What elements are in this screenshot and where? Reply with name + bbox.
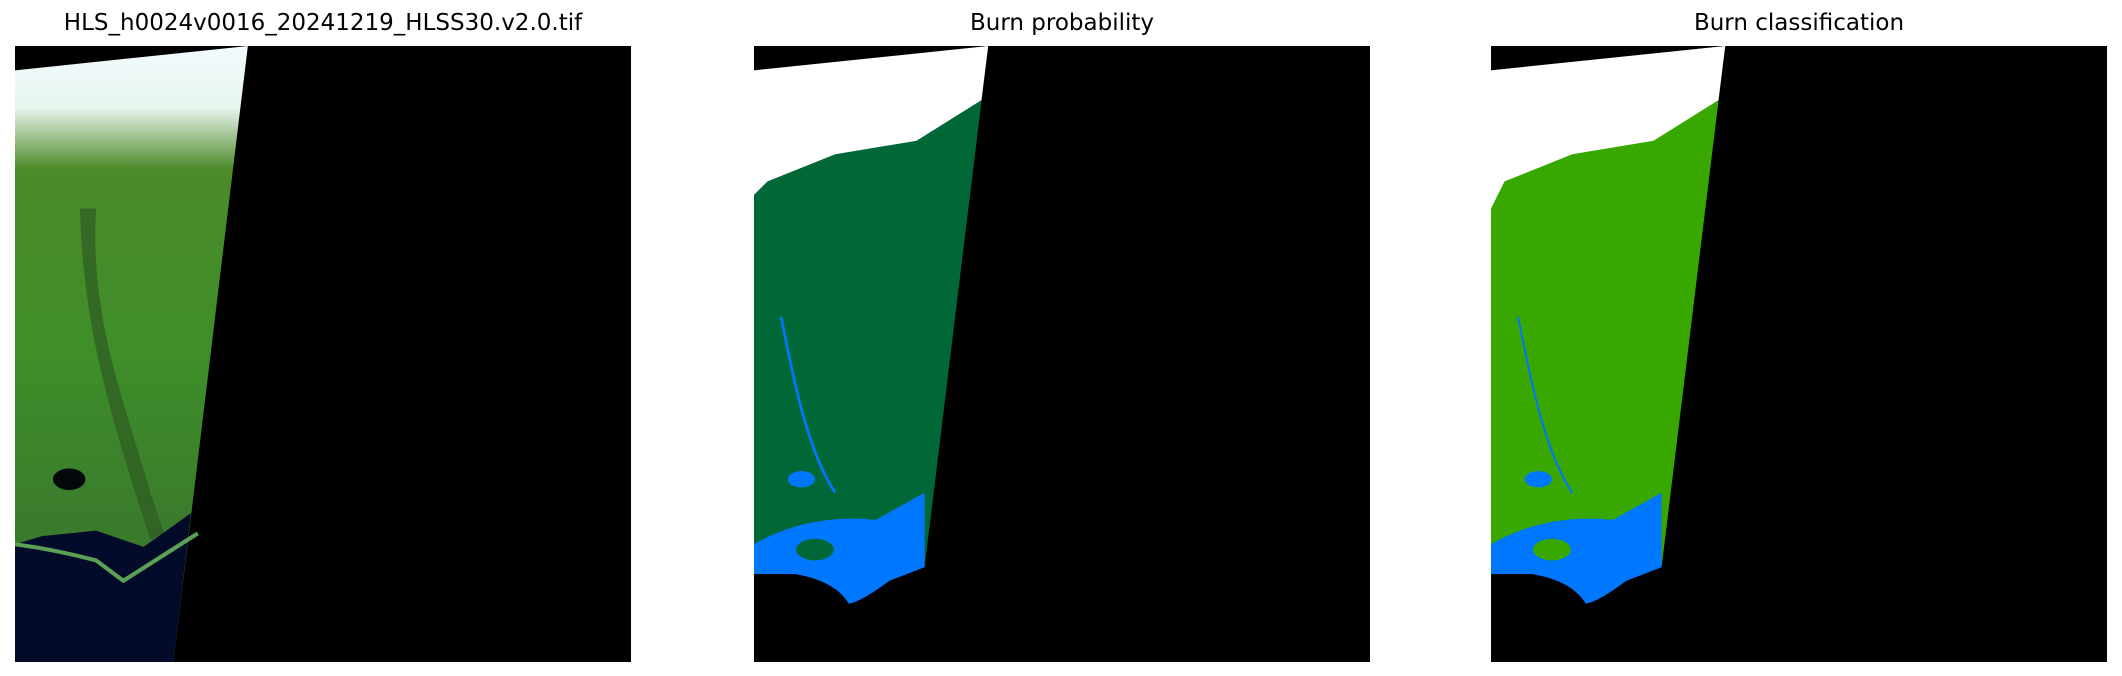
lake (52, 468, 86, 491)
lake (787, 471, 815, 488)
lake (1524, 471, 1552, 488)
cloud-class (1491, 46, 1726, 209)
rgb-image (15, 46, 631, 662)
island (795, 538, 834, 561)
land-class (754, 46, 989, 568)
land-class (1491, 46, 1726, 568)
island (1532, 538, 1571, 561)
burn-classification-image (1491, 46, 2107, 662)
river (1517, 316, 1574, 494)
burn-probability-image (754, 46, 1370, 662)
water-class (754, 492, 925, 604)
cloud-class (754, 46, 989, 195)
river-valley (79, 208, 164, 541)
rgb-image-panel (15, 46, 631, 662)
panel-title-rgb: HLS_h0024v0016_20241219_HLSS30.v2.0.tif (63, 10, 583, 36)
river (779, 316, 837, 494)
land-area (15, 46, 248, 662)
burn-probability-panel (754, 46, 1370, 662)
panel-title-burn-probability: Burn probability (969, 10, 1154, 36)
coastline-spit (15, 531, 199, 584)
panel-title-burn-classification: Burn classification (1693, 10, 1905, 36)
burn-classification-panel (1491, 46, 2107, 662)
water-class (1491, 492, 1662, 604)
